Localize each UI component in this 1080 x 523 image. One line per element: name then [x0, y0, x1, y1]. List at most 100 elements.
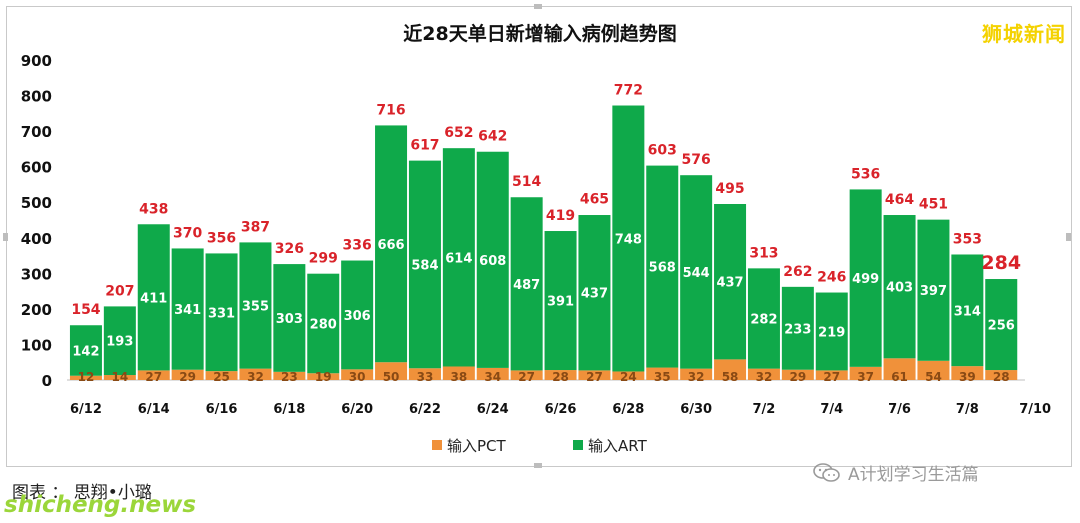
- total-data-label: 313: [749, 246, 778, 262]
- art-data-label: 219: [818, 325, 845, 340]
- bar-art: [239, 242, 272, 369]
- y-tick-label: 500: [21, 194, 52, 212]
- art-data-label: 233: [784, 322, 811, 337]
- bar-art: [680, 175, 713, 369]
- pct-data-label: 25: [213, 370, 230, 384]
- x-tick-label: 7/4: [820, 402, 843, 417]
- bar-art: [714, 204, 747, 360]
- pct-data-label: 30: [349, 370, 366, 384]
- art-data-label: 397: [920, 284, 947, 299]
- resize-handle-left[interactable]: [3, 233, 8, 241]
- bar-pct: [985, 370, 1018, 380]
- stacked-bar-chart: 近28天单日新增输入病例趋势图 0 100 200 300 400 500 600 700 800…: [21, 22, 1051, 455]
- bar-pct: [408, 368, 441, 380]
- pct-data-label: 38: [450, 370, 467, 384]
- pct-data-label: 33: [417, 370, 434, 384]
- total-data-label: 336: [343, 238, 372, 254]
- y-tick-label: 100: [21, 336, 52, 354]
- total-data-label: 262: [783, 264, 812, 280]
- x-tick-label: 6/24: [477, 402, 509, 417]
- art-data-label: 614: [445, 251, 472, 266]
- bar-art: [171, 248, 204, 370]
- total-data-label: 387: [241, 219, 270, 235]
- bar-art: [205, 253, 238, 372]
- total-data-label: 514: [512, 174, 541, 190]
- art-data-label: 341: [174, 303, 201, 318]
- x-tick-label: 6/22: [409, 402, 441, 417]
- x-tick-label: 6/30: [680, 402, 712, 417]
- total-data-label: 772: [614, 83, 643, 99]
- bar-pct: [476, 367, 509, 380]
- art-data-label: 487: [513, 278, 540, 293]
- pct-data-label: 29: [789, 370, 806, 384]
- art-data-label: 331: [208, 306, 235, 321]
- art-data-label: 437: [581, 287, 608, 302]
- x-tick-label: 6/16: [206, 402, 238, 417]
- pct-data-label: 58: [722, 370, 739, 384]
- bar-pct: [69, 375, 102, 380]
- pct-data-label: 19: [315, 370, 332, 384]
- bar-pct: [917, 360, 950, 380]
- resize-handle-right[interactable]: [1066, 233, 1071, 241]
- legend-swatch: [573, 440, 583, 450]
- total-data-label: 326: [275, 241, 304, 257]
- total-data-label: 356: [207, 230, 236, 246]
- y-tick-label: 400: [21, 230, 52, 248]
- total-data-label: 603: [648, 143, 677, 159]
- x-tick-label: 7/2: [753, 402, 776, 417]
- art-data-label: 608: [479, 254, 506, 269]
- bar-pct: [442, 366, 475, 380]
- bar-art: [883, 215, 916, 359]
- bar-pct: [951, 366, 984, 380]
- x-tick-label: 6/18: [273, 402, 305, 417]
- pct-data-label: 54: [925, 370, 942, 384]
- bar-pct: [883, 358, 916, 380]
- bar-art: [578, 215, 611, 371]
- pct-data-label: 50: [383, 370, 400, 384]
- resize-handle-bottom[interactable]: [534, 463, 542, 468]
- total-data-label: 246: [817, 270, 846, 286]
- bar-pct: [239, 368, 272, 380]
- wechat-account-name: A计划学习生活篇: [848, 465, 979, 485]
- pct-data-label: 27: [823, 370, 840, 384]
- bar-art: [137, 224, 170, 371]
- art-data-label: 584: [411, 258, 438, 273]
- total-data-label: 465: [580, 192, 609, 208]
- art-data-label: 282: [750, 312, 777, 327]
- legend-label: 输入ART: [588, 437, 648, 455]
- total-data-label: 438: [139, 201, 168, 217]
- pct-data-label: 28: [552, 370, 569, 384]
- bar-art: [747, 268, 780, 369]
- bar-pct: [815, 370, 848, 380]
- pct-data-label: 32: [688, 370, 705, 384]
- pct-data-label: 29: [179, 370, 196, 384]
- bar-art: [408, 160, 441, 369]
- bar-art: [69, 325, 102, 376]
- total-data-label: 419: [546, 208, 575, 224]
- bar-pct: [171, 369, 204, 380]
- x-tick-label: 6/12: [70, 402, 102, 417]
- art-data-label: 666: [377, 238, 404, 253]
- bar-pct: [544, 370, 577, 380]
- watermark-logo-text: 狮城新闻: [982, 22, 1066, 46]
- bar-art: [612, 105, 645, 372]
- art-data-label: 748: [615, 232, 642, 247]
- bar-art: [815, 292, 848, 371]
- bar-pct: [375, 362, 408, 380]
- bar-pct: [341, 369, 374, 380]
- bar-art: [510, 197, 543, 371]
- y-tick-label: 600: [21, 159, 52, 177]
- pct-data-label: 32: [247, 370, 264, 384]
- y-tick-label: 200: [21, 301, 52, 319]
- total-data-label: 652: [444, 125, 473, 141]
- bar-pct: [273, 371, 306, 380]
- total-data-label: 370: [173, 225, 202, 241]
- x-tick-label: 7/8: [956, 402, 979, 417]
- bar-pct: [510, 370, 543, 380]
- bar-pct: [849, 366, 882, 380]
- bar-pct: [137, 370, 170, 380]
- resize-handle-top[interactable]: [534, 4, 542, 9]
- chart-credit: 图表 ： 思翔•小璐: [12, 483, 152, 503]
- art-data-label: 303: [276, 312, 303, 327]
- bar-pct: [205, 371, 238, 380]
